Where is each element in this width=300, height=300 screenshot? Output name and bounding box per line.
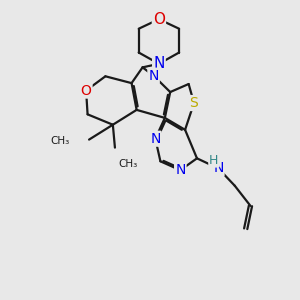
Text: O: O (153, 12, 165, 27)
Text: N: N (175, 163, 185, 177)
Text: H: H (209, 154, 219, 166)
Text: S: S (190, 96, 198, 110)
Text: CH₃: CH₃ (50, 136, 69, 146)
Text: N: N (153, 56, 165, 71)
Text: N: N (150, 132, 161, 146)
Text: CH₃: CH₃ (119, 159, 138, 169)
Text: N: N (148, 69, 159, 83)
Text: O: O (81, 84, 92, 98)
Text: N: N (213, 161, 224, 176)
